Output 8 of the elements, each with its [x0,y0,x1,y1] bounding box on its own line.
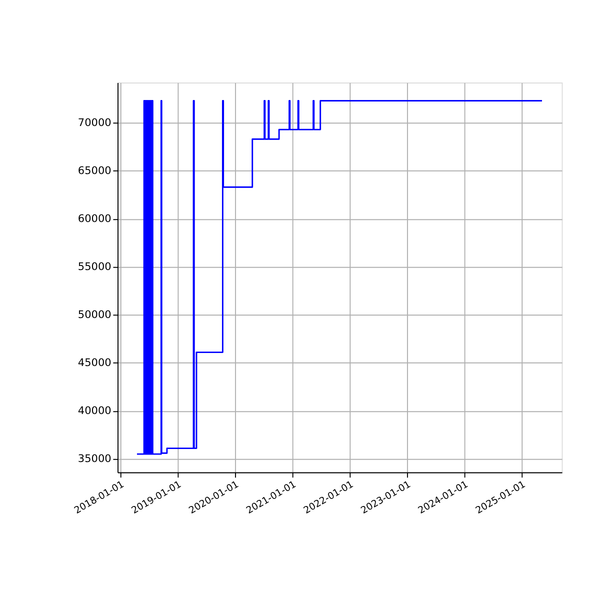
y-tick-label: 50000 [78,309,112,322]
y-tick-label: 65000 [78,165,112,178]
y-tick-label: 60000 [78,213,112,226]
y-tick-label: 55000 [78,261,112,274]
y-tick-label: 35000 [78,453,112,466]
y-tick-label: 45000 [78,357,112,370]
y-tick-label: 40000 [78,405,112,418]
y-tick-label: 70000 [78,117,112,130]
